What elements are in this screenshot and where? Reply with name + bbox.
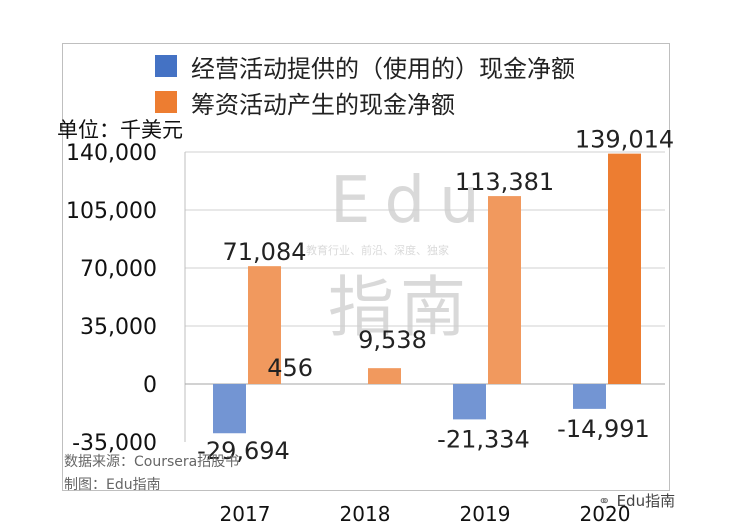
watermark-cn: 指南 [328, 269, 472, 346]
bar-operating [213, 384, 246, 434]
y-tick-label: -35,000 [72, 431, 157, 456]
watermark-brand: Edu [330, 164, 494, 238]
data-label: 71,084 [223, 238, 307, 266]
bar-highlight [368, 368, 401, 384]
bar-financing [368, 368, 401, 384]
y-tick-label: 0 [143, 373, 157, 398]
y-tick-label: 70,000 [80, 257, 157, 282]
bar-operating [573, 384, 606, 409]
bar-financing [488, 196, 521, 384]
bar-financing [248, 266, 281, 384]
data-label: -29,694 [197, 437, 290, 465]
x-tick-label: 2020 [580, 502, 631, 526]
unit-label: 单位：千美元 [57, 118, 183, 142]
legend-item-operating: 经营活动提供的（使用的）现金净额 [155, 48, 575, 84]
y-tick-label: 140,000 [66, 141, 157, 166]
data-label: 113,381 [455, 168, 554, 196]
corner-brand-text: Edu指南 [616, 492, 676, 510]
bar-highlight [248, 266, 281, 384]
legend-label-operating: 经营活动提供的（使用的）现金净额 [191, 54, 575, 83]
x-tick-label: 2017 [220, 502, 271, 526]
x-tick-label: 2018 [340, 502, 391, 526]
y-tick-label: 105,000 [66, 199, 157, 224]
data-label: 139,014 [575, 126, 674, 154]
x-tick-label: 2019 [460, 502, 511, 526]
y-tick-label: 35,000 [80, 315, 157, 340]
legend-swatch-operating [155, 55, 177, 77]
source-note: 数据来源：Coursera招股书 [64, 454, 240, 470]
data-label: 9,538 [358, 326, 427, 354]
legend-swatch-financing [155, 91, 177, 113]
data-label-extra: 456 [267, 354, 313, 382]
data-label: -14,991 [557, 415, 650, 443]
watermark-slogan: 教育行业、前沿、深度、独家 [306, 244, 449, 257]
bar-highlight [453, 384, 486, 420]
bar-highlight [488, 196, 521, 384]
legend-label-financing: 筹资活动产生的现金净额 [191, 90, 455, 119]
bar-financing [608, 153, 641, 384]
bar-operating [453, 384, 486, 420]
bar-highlight [573, 384, 606, 409]
chat-bubble-icon: ⚭ [598, 492, 611, 510]
chart-frame [62, 43, 670, 491]
corner-brand: ⚭ Edu指南 [598, 490, 675, 511]
legend-item-financing: 筹资活动产生的现金净额 [155, 84, 575, 120]
made-by-note: 制图：Edu指南 [64, 477, 161, 493]
bar-highlight [213, 384, 246, 434]
data-label: -21,334 [437, 425, 530, 453]
chart-legend: 经营活动提供的（使用的）现金净额 筹资活动产生的现金净额 [155, 48, 575, 120]
